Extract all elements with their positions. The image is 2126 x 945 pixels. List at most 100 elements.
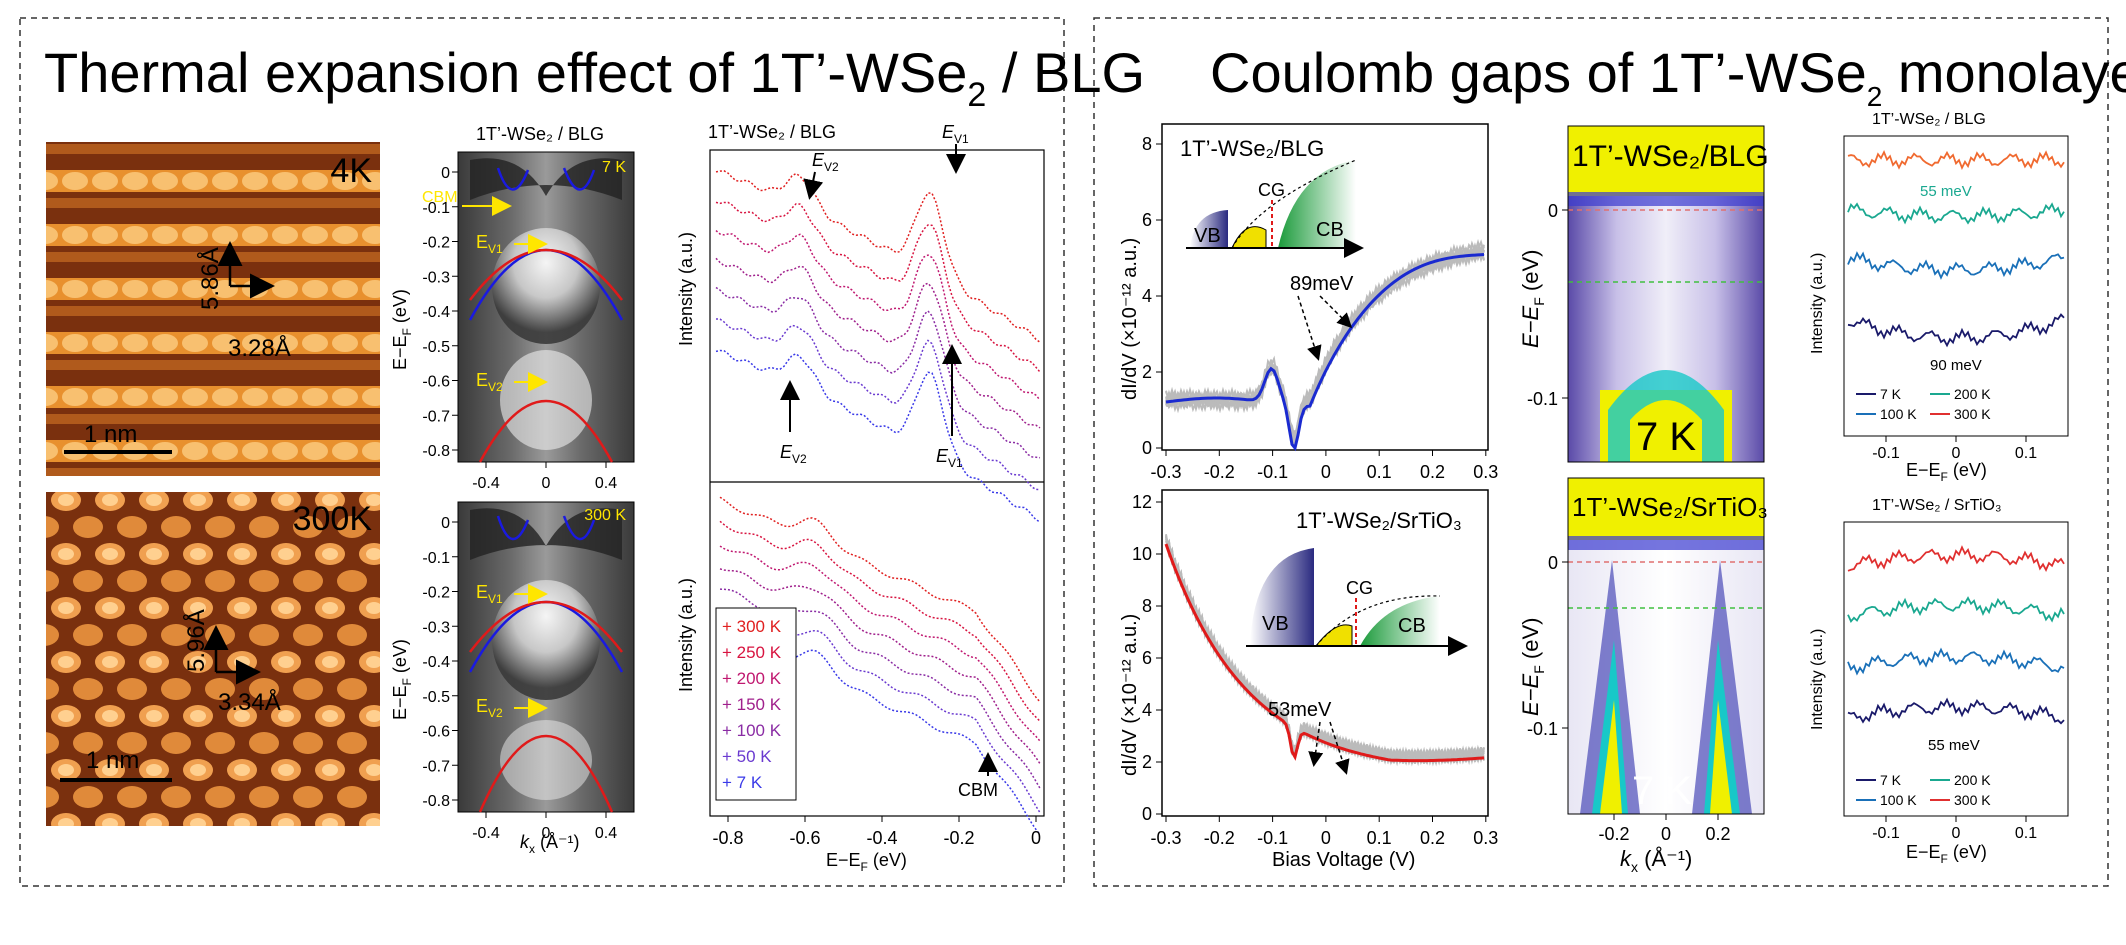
edc-legend: + 300 K + 250 K + 200 K + 150 K + 100 K + 50 …: [715, 607, 797, 801]
arpes2-blg-temp: 7 K: [1636, 415, 1696, 459]
edc-top-series: [715, 201, 1041, 373]
arpes-ytick-label: 0: [441, 515, 450, 532]
edc2-top-legend-1: 200 K: [1954, 386, 1991, 402]
arpes-300k-ylabel: E−EF (eV): [390, 639, 414, 720]
edc-ylabel-top: Intensity (a.u.): [676, 232, 696, 346]
edc2-bot-series: [1847, 647, 2065, 676]
sts-blg-cb: CB: [1316, 219, 1344, 241]
edc-top-series: [715, 349, 1041, 523]
edc-top-series: [715, 170, 1041, 343]
edc2-xtick-label: -0.1: [1872, 445, 1900, 462]
arpes-ytick-label: -0.3: [422, 269, 450, 286]
edc-ylabel-bot: Intensity (a.u.): [676, 578, 696, 692]
sts-ytick-label: 4: [1142, 700, 1152, 720]
edc2-bot-legend-1: 200 K: [1954, 772, 1991, 788]
edc-legend-item: + 300 K: [722, 617, 782, 636]
arpes-xtick-label: -0.4: [472, 475, 500, 492]
stm-image-4k: 4K 5.86Å 3.28Å 1 nm: [46, 142, 380, 476]
sts-xtick-label: -0.1: [1257, 462, 1288, 482]
sts-xlabel: Bias Voltage (V): [1272, 849, 1415, 871]
arpes-ytick-label: -0.3: [422, 619, 450, 636]
edc2-bot-xlabel: E−EF (eV): [1906, 842, 1987, 866]
edc2-top-series: [1847, 202, 2065, 225]
arpes-xtick-label: 0.4: [595, 475, 617, 492]
edc-xtick-label: -0.8: [712, 828, 743, 848]
edc-bot-series: [719, 520, 1041, 722]
arpes-ytick-label: -0.5: [422, 689, 450, 706]
sts-ytick-label: 10: [1132, 544, 1152, 564]
edc2-bot-ylabel: Intensity (a.u.): [1809, 629, 1826, 730]
sts-sto-inset: VB CG CB: [1246, 548, 1468, 656]
sts-ytick-label: 2: [1142, 752, 1152, 772]
edc2-xtick-label: 0.1: [2015, 825, 2037, 842]
stm-image-300k: 300K 5.96Å 3.34Å 1 nm: [46, 492, 380, 826]
edc2-xtick-label: -0.1: [1872, 825, 1900, 842]
right-frame: [1093, 17, 2109, 887]
edc2-top-legend: 7 K 200 K 100 K 300 K: [1856, 386, 1991, 422]
sts-ytick-label: 4: [1142, 286, 1152, 306]
sts-blg-average: [1165, 253, 1485, 452]
sts-xtick-label: 0.3: [1473, 828, 1498, 848]
edc-top-series: [715, 230, 1041, 401]
arpes2-ytick-label: -0.1: [1527, 719, 1558, 739]
edc2-bot-title: 1T’-WSe₂ / SrTiO₃: [1872, 497, 2001, 514]
sts-blg-cg: CG: [1258, 180, 1285, 200]
arpes2-ytick-label: 0: [1548, 201, 1558, 221]
edc-top-series: [715, 257, 1041, 429]
edc-axes: -0.8 -0.6 -0.4 -0.2 0: [712, 816, 1041, 848]
arpes-xtick-label: 0.4: [595, 825, 617, 842]
arpes-xtick-label: 0: [542, 475, 551, 492]
left-title: Thermal expansion effect of 1T’-WSe2 / B…: [44, 41, 1145, 114]
edc-top-series: [715, 318, 1041, 491]
arpes-300k-ev1-label: EV1: [476, 582, 503, 606]
edc-legend-item: + 7 K: [722, 773, 763, 792]
edc-ev1-top-label: EV1: [942, 122, 969, 146]
edc2-axes: -0.1 -0.1 0 0 0.1 0.1: [1872, 436, 2037, 842]
sts-axes: -0.3 -0.3 -0.2 -0.2 -0.1 -0.1 0 0 0.1 0.1 0.2 0.2 0.…: [1132, 134, 1498, 848]
arpes2-ytick-label: 0: [1548, 553, 1558, 573]
edc2-top-title: 1T’-WSe₂ / BLG: [1872, 111, 1986, 128]
edc-xtick-label: -0.2: [943, 828, 974, 848]
sts-ytick-label: 0: [1142, 804, 1152, 824]
sts-xtick-label: 0: [1321, 462, 1331, 482]
stm-300k-lattice-a: 5.96Å: [182, 609, 210, 672]
sts-sto-average: [1164, 543, 1485, 763]
arpes-300k-temp: 300 K: [584, 507, 626, 524]
sts-blg-inset: VB CG CB: [1186, 159, 1364, 258]
arpes-ytick-label: -0.1: [422, 550, 450, 567]
sts-ytick-label: 12: [1132, 492, 1152, 512]
edc2-bot-series: [1847, 596, 2065, 623]
arpes2-axes: 0 -0.1 0 -0.1 -0.2 0 0.2: [1527, 201, 1731, 844]
edc-legend-item: + 100 K: [722, 721, 782, 740]
sts-xtick-label: -0.3: [1150, 828, 1181, 848]
sts-xtick-label: 0.2: [1420, 462, 1445, 482]
edc2-bot-series: [1847, 697, 2065, 725]
arpes-ytick-label: -0.5: [422, 339, 450, 356]
edc-top-series: [715, 286, 1041, 459]
sts-ytick-label: 6: [1142, 210, 1152, 230]
sts-sto-label: 1T’-WSe₂/SrTiO₃: [1296, 508, 1462, 533]
arpes2-blg-label: 1T’-WSe₂/BLG: [1572, 140, 1769, 173]
arpes-7k-temp: 7 K: [602, 159, 626, 176]
sts-sto-cb: CB: [1398, 615, 1426, 637]
sts-sto-vb: VB: [1262, 613, 1289, 635]
edc2-bot-legend: 7 K 200 K 100 K 300 K: [1856, 772, 1991, 808]
edc-ev2-bot-label: EV2: [780, 442, 807, 466]
sts-xtick-label: -0.2: [1204, 462, 1235, 482]
edc-xtick-label: 0: [1031, 828, 1041, 848]
sts-blg-trace: [1165, 244, 1485, 443]
arpes-7k-ev2-label: EV2: [476, 370, 503, 394]
arpes-ytick-label: -0.7: [422, 758, 450, 775]
edc2-top-gap: 90 meV: [1930, 357, 1982, 374]
sts-blg-gap: 89meV: [1290, 273, 1354, 295]
sts-sto-trace: [1165, 535, 1485, 765]
sts-blg-label: 1T’-WSe₂/BLG: [1180, 136, 1324, 161]
sts-xtick-label: 0.2: [1420, 828, 1445, 848]
edc2-top-legend-3: 300 K: [1954, 406, 1991, 422]
arpes-title: 1T’-WSe₂ / BLG: [476, 124, 604, 144]
arpes-ytick-label: -0.4: [422, 654, 450, 671]
edc-ev2-top-label: EV2: [812, 150, 839, 174]
edc-xlabel: E−EF (eV): [826, 850, 907, 874]
arpes2-xtick-label: 0: [1661, 824, 1671, 844]
arpes-ytick-label: -0.2: [422, 585, 450, 602]
